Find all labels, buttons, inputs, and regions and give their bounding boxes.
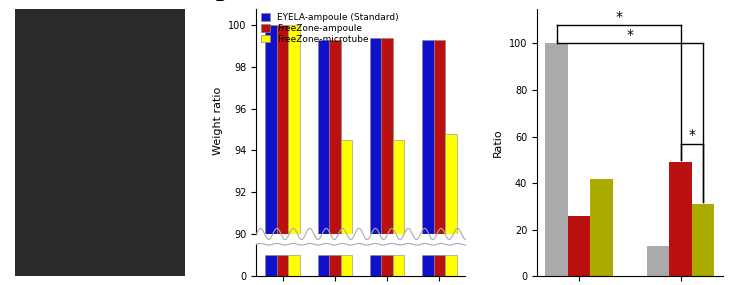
- Bar: [288, 255, 300, 276]
- Text: A: A: [11, 0, 23, 3]
- Bar: [288, 25, 300, 285]
- Bar: [393, 140, 404, 285]
- Text: C: C: [496, 0, 507, 3]
- Y-axis label: Ratio: Ratio: [493, 128, 503, 157]
- Bar: [445, 255, 456, 276]
- Bar: [277, 255, 288, 276]
- Bar: [393, 255, 404, 276]
- Legend: EYELA-ampoule (Standard), FreeZone-ampoule, FreeZone-microtube: EYELA-ampoule (Standard), FreeZone-ampou…: [261, 13, 399, 44]
- Text: B: B: [215, 0, 226, 4]
- Bar: [329, 255, 340, 276]
- Bar: [340, 255, 352, 276]
- Bar: [318, 255, 329, 276]
- Y-axis label: Weight ratio: Weight ratio: [212, 87, 223, 155]
- Bar: [340, 140, 352, 285]
- Bar: [265, 255, 277, 276]
- Bar: [422, 40, 434, 285]
- Bar: [277, 25, 288, 285]
- Bar: [381, 38, 393, 285]
- Bar: [568, 216, 590, 276]
- Bar: [647, 246, 669, 276]
- Bar: [434, 255, 445, 276]
- Text: *: *: [615, 10, 622, 24]
- Bar: [265, 25, 277, 285]
- Bar: [669, 162, 692, 276]
- Bar: [370, 38, 381, 285]
- Bar: [445, 134, 456, 285]
- Bar: [318, 40, 329, 285]
- Text: *: *: [688, 129, 696, 142]
- Bar: [590, 179, 612, 276]
- Bar: [434, 40, 445, 285]
- Bar: [370, 255, 381, 276]
- Text: *: *: [626, 28, 634, 42]
- Bar: [545, 44, 568, 276]
- Bar: [422, 255, 434, 276]
- Bar: [329, 40, 340, 285]
- Bar: [692, 204, 714, 276]
- Bar: [381, 255, 393, 276]
